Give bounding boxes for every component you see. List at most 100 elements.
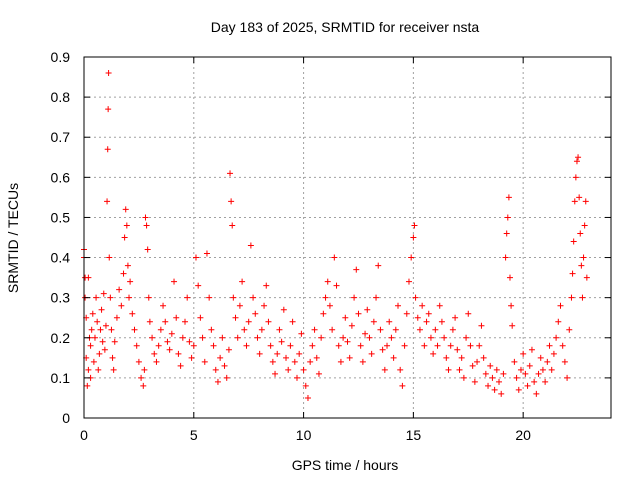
data-point bbox=[177, 362, 184, 369]
data-point bbox=[581, 222, 588, 229]
data-point bbox=[535, 370, 542, 377]
data-point bbox=[293, 374, 300, 381]
data-point bbox=[344, 338, 351, 345]
data-point bbox=[456, 366, 463, 373]
data-point bbox=[370, 318, 377, 325]
data-point bbox=[186, 338, 193, 345]
data-point bbox=[331, 254, 338, 261]
data-point bbox=[425, 310, 432, 317]
data-point bbox=[298, 330, 305, 337]
data-point bbox=[443, 354, 450, 361]
data-point bbox=[575, 154, 582, 161]
data-point bbox=[568, 294, 575, 301]
data-point bbox=[399, 382, 406, 389]
data-point bbox=[548, 366, 555, 373]
data-point bbox=[120, 270, 127, 277]
data-point bbox=[265, 318, 272, 325]
data-point bbox=[87, 342, 94, 349]
data-point bbox=[197, 314, 204, 321]
data-point bbox=[203, 250, 210, 257]
data-point bbox=[153, 358, 160, 365]
data-point bbox=[388, 334, 395, 341]
y-tick-label: 0.3 bbox=[51, 290, 71, 306]
data-point bbox=[493, 366, 500, 373]
data-point bbox=[210, 342, 217, 349]
data-point bbox=[232, 314, 239, 321]
data-point bbox=[85, 274, 92, 281]
data-point bbox=[430, 350, 437, 357]
y-axis-title: SRMTID / TECUs bbox=[5, 183, 21, 293]
data-point bbox=[110, 366, 117, 373]
data-point bbox=[179, 334, 186, 341]
data-point bbox=[395, 302, 402, 309]
data-point bbox=[546, 342, 553, 349]
x-tick-label: 20 bbox=[515, 427, 531, 443]
data-point bbox=[129, 310, 136, 317]
data-point bbox=[458, 354, 465, 361]
data-point bbox=[182, 318, 189, 325]
data-point bbox=[173, 314, 180, 321]
data-point bbox=[322, 294, 329, 301]
data-point bbox=[157, 326, 164, 333]
data-point bbox=[313, 354, 320, 361]
data-point bbox=[355, 310, 362, 317]
data-point bbox=[236, 302, 243, 309]
data-point bbox=[517, 366, 524, 373]
data-point bbox=[566, 326, 573, 333]
data-point bbox=[522, 370, 529, 377]
data-point bbox=[261, 302, 268, 309]
data-point bbox=[537, 354, 544, 361]
data-point bbox=[162, 318, 169, 325]
data-point bbox=[503, 230, 510, 237]
data-point bbox=[99, 338, 106, 345]
data-point bbox=[572, 174, 579, 181]
data-point bbox=[528, 346, 535, 353]
data-point bbox=[438, 318, 445, 325]
y-tick-label: 0.4 bbox=[51, 250, 71, 266]
data-point bbox=[146, 318, 153, 325]
data-point bbox=[384, 342, 391, 349]
data-point bbox=[480, 354, 487, 361]
data-point bbox=[542, 378, 549, 385]
data-point bbox=[102, 322, 109, 329]
data-point bbox=[116, 286, 123, 293]
data-point bbox=[105, 70, 112, 77]
data-point bbox=[188, 354, 195, 361]
data-point bbox=[337, 358, 344, 365]
data-point bbox=[452, 314, 459, 321]
data-point bbox=[230, 294, 237, 301]
data-point bbox=[405, 278, 412, 285]
y-tick-label: 0.8 bbox=[51, 89, 71, 105]
data-point bbox=[258, 326, 265, 333]
data-point bbox=[144, 246, 151, 253]
data-point bbox=[276, 326, 283, 333]
y-tick-label: 0.6 bbox=[51, 169, 71, 185]
data-point bbox=[274, 350, 281, 357]
data-point bbox=[225, 346, 232, 353]
data-point bbox=[234, 334, 241, 341]
data-point bbox=[375, 262, 382, 269]
data-points bbox=[81, 70, 590, 401]
axis-ticks bbox=[83, 56, 611, 419]
data-point bbox=[496, 378, 503, 385]
x-tick-label: 10 bbox=[296, 427, 312, 443]
data-point bbox=[449, 326, 456, 333]
data-point bbox=[498, 390, 505, 397]
data-point bbox=[229, 222, 236, 229]
data-point bbox=[221, 362, 228, 369]
data-point bbox=[223, 374, 230, 381]
data-point bbox=[419, 302, 426, 309]
data-point bbox=[95, 366, 102, 373]
data-point bbox=[155, 342, 162, 349]
data-point bbox=[445, 366, 452, 373]
data-point bbox=[489, 374, 496, 381]
data-point bbox=[135, 358, 142, 365]
data-point bbox=[423, 318, 430, 325]
data-point bbox=[582, 198, 589, 205]
data-point bbox=[96, 350, 103, 357]
data-point bbox=[283, 354, 290, 361]
y-tick-label: 0.9 bbox=[51, 49, 71, 65]
data-point bbox=[526, 362, 533, 369]
data-point bbox=[212, 366, 219, 373]
